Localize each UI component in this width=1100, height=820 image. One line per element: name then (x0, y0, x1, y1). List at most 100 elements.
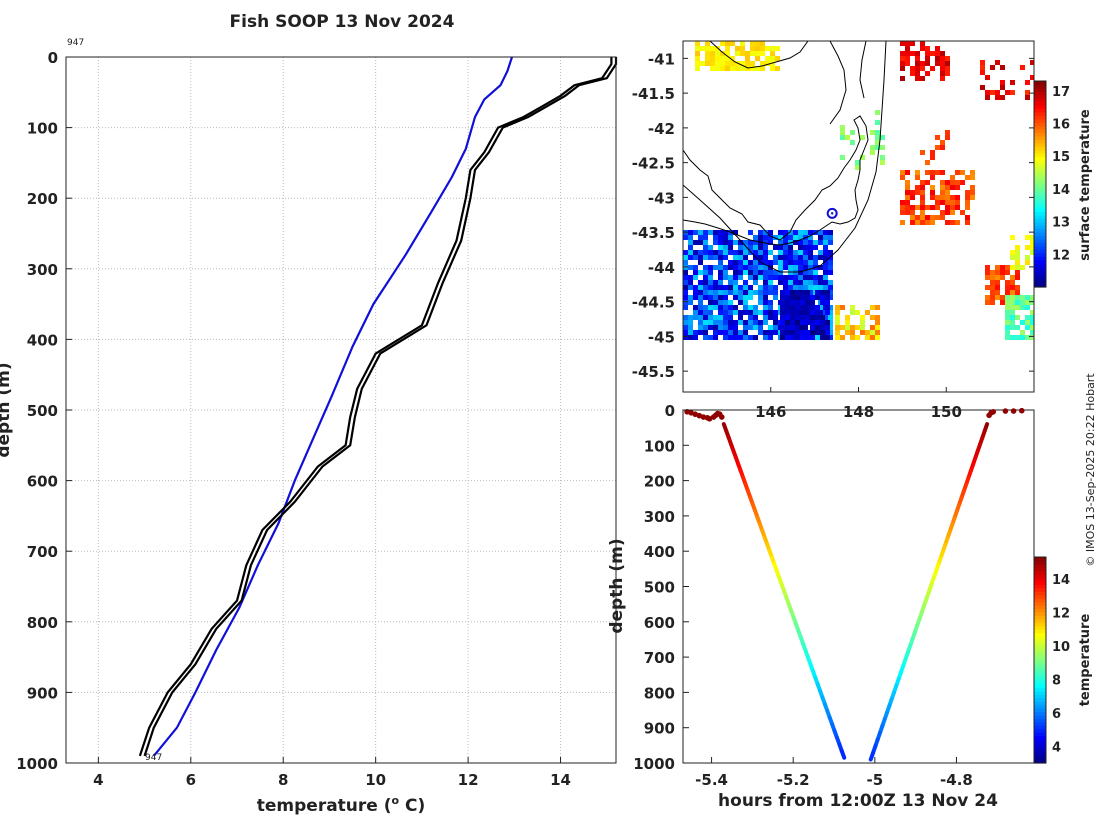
sst-cell (820, 330, 825, 335)
sst-cell (703, 250, 708, 255)
sst-cell (718, 245, 723, 250)
section-colorbar-segment (1034, 605, 1046, 610)
sst-cell (698, 270, 703, 275)
sst-cell (745, 61, 750, 66)
sst-cell (768, 305, 773, 310)
sst-cell (1020, 295, 1025, 300)
sst-cell (910, 205, 915, 210)
sst-cell (803, 285, 808, 290)
sst-cell (693, 240, 698, 245)
sst-cell (985, 95, 990, 100)
sst-cell (698, 230, 703, 235)
sst-cell (703, 240, 708, 245)
sst-cell (920, 210, 925, 215)
sst-cell (1025, 300, 1030, 305)
profile-x-tick-label: 10 (365, 771, 386, 789)
sst-cell (785, 310, 790, 315)
sst-cell (1000, 85, 1005, 90)
sst-cell (710, 56, 715, 61)
sst-cell (698, 280, 703, 285)
sst-cell (748, 310, 753, 315)
sst-cell (775, 56, 780, 61)
sst-cell (763, 275, 768, 280)
sst-cell (815, 310, 820, 315)
sst-cell (718, 265, 723, 270)
map-lat-tick-label: -43 (648, 189, 675, 207)
sst-cell (753, 265, 758, 270)
sst-cell (900, 41, 905, 46)
sst-cell (905, 56, 910, 61)
section-colorbar-segment (1034, 649, 1046, 654)
sst-cell (723, 270, 728, 275)
sst-cell (720, 61, 725, 66)
sst-cell (880, 145, 885, 150)
sst-cell (970, 190, 975, 195)
sst-cell (780, 290, 785, 295)
section-colorbar-segment (1034, 697, 1046, 702)
sst-cell (940, 71, 945, 76)
sst-cell (990, 290, 995, 295)
sst-cell (965, 205, 970, 210)
sst-cell (768, 285, 773, 290)
sst-cell (823, 240, 828, 245)
sst-cell (1005, 90, 1010, 95)
sst-cell (715, 56, 720, 61)
sst-cell (715, 61, 720, 66)
sst-cell (920, 205, 925, 210)
sst-cell (1030, 240, 1034, 245)
sst-cell (875, 135, 880, 140)
sst-cell (763, 250, 768, 255)
sst-cell (920, 200, 925, 205)
map-colorbar-segment (1034, 146, 1046, 151)
profile-y-tick-label: 1000 (16, 755, 58, 773)
section-colorbar-segment (1034, 611, 1046, 616)
sst-cell (1000, 270, 1005, 275)
sst-cell (765, 61, 770, 66)
sst-cell (955, 195, 960, 200)
sst-cell (783, 250, 788, 255)
sst-cell (785, 330, 790, 335)
sst-cell (930, 170, 935, 175)
sst-cell (795, 300, 800, 305)
section-colorbar-segment (1034, 567, 1046, 572)
sst-cell (1025, 95, 1030, 100)
sst-cell (723, 230, 728, 235)
sst-cell (698, 295, 703, 300)
section-y-label: depth (m) (607, 538, 627, 633)
sst-cell (688, 275, 693, 280)
sst-cell (990, 65, 995, 70)
sst-cell (960, 170, 965, 175)
sst-cell (800, 330, 805, 335)
sst-cell (1030, 330, 1034, 335)
sst-cell (768, 235, 773, 240)
sst-cell (743, 270, 748, 275)
sst-cell (728, 240, 733, 245)
sst-cell (818, 285, 823, 290)
sst-cell (828, 235, 833, 240)
sst-cell (945, 190, 950, 195)
section-y-tick-label: 0 (665, 402, 675, 420)
section-x-tick-label: -4.8 (940, 771, 973, 789)
sst-cell (1010, 320, 1015, 325)
sst-cell (740, 41, 745, 46)
sst-cell (805, 335, 810, 340)
sst-cell (915, 205, 920, 210)
sst-cell (793, 260, 798, 265)
sst-cell (808, 285, 813, 290)
sst-cell (705, 46, 710, 51)
map-colorbar-segment (1034, 249, 1046, 254)
sst-cell (940, 180, 945, 185)
sst-cell (780, 335, 785, 340)
section-colorbar-segment (1034, 663, 1046, 668)
sst-cell (718, 295, 723, 300)
map-colorbar-segment (1034, 170, 1046, 175)
sst-cell (945, 185, 950, 190)
sst-cell (785, 335, 790, 340)
profile-y-tick-label: 100 (27, 120, 58, 138)
sst-cell (925, 205, 930, 210)
sst-cell (810, 325, 815, 330)
sst-cell (750, 51, 755, 56)
profile-y-tick-label: 800 (27, 614, 58, 632)
sst-cell (710, 46, 715, 51)
map-colorbar-segment (1034, 262, 1046, 267)
